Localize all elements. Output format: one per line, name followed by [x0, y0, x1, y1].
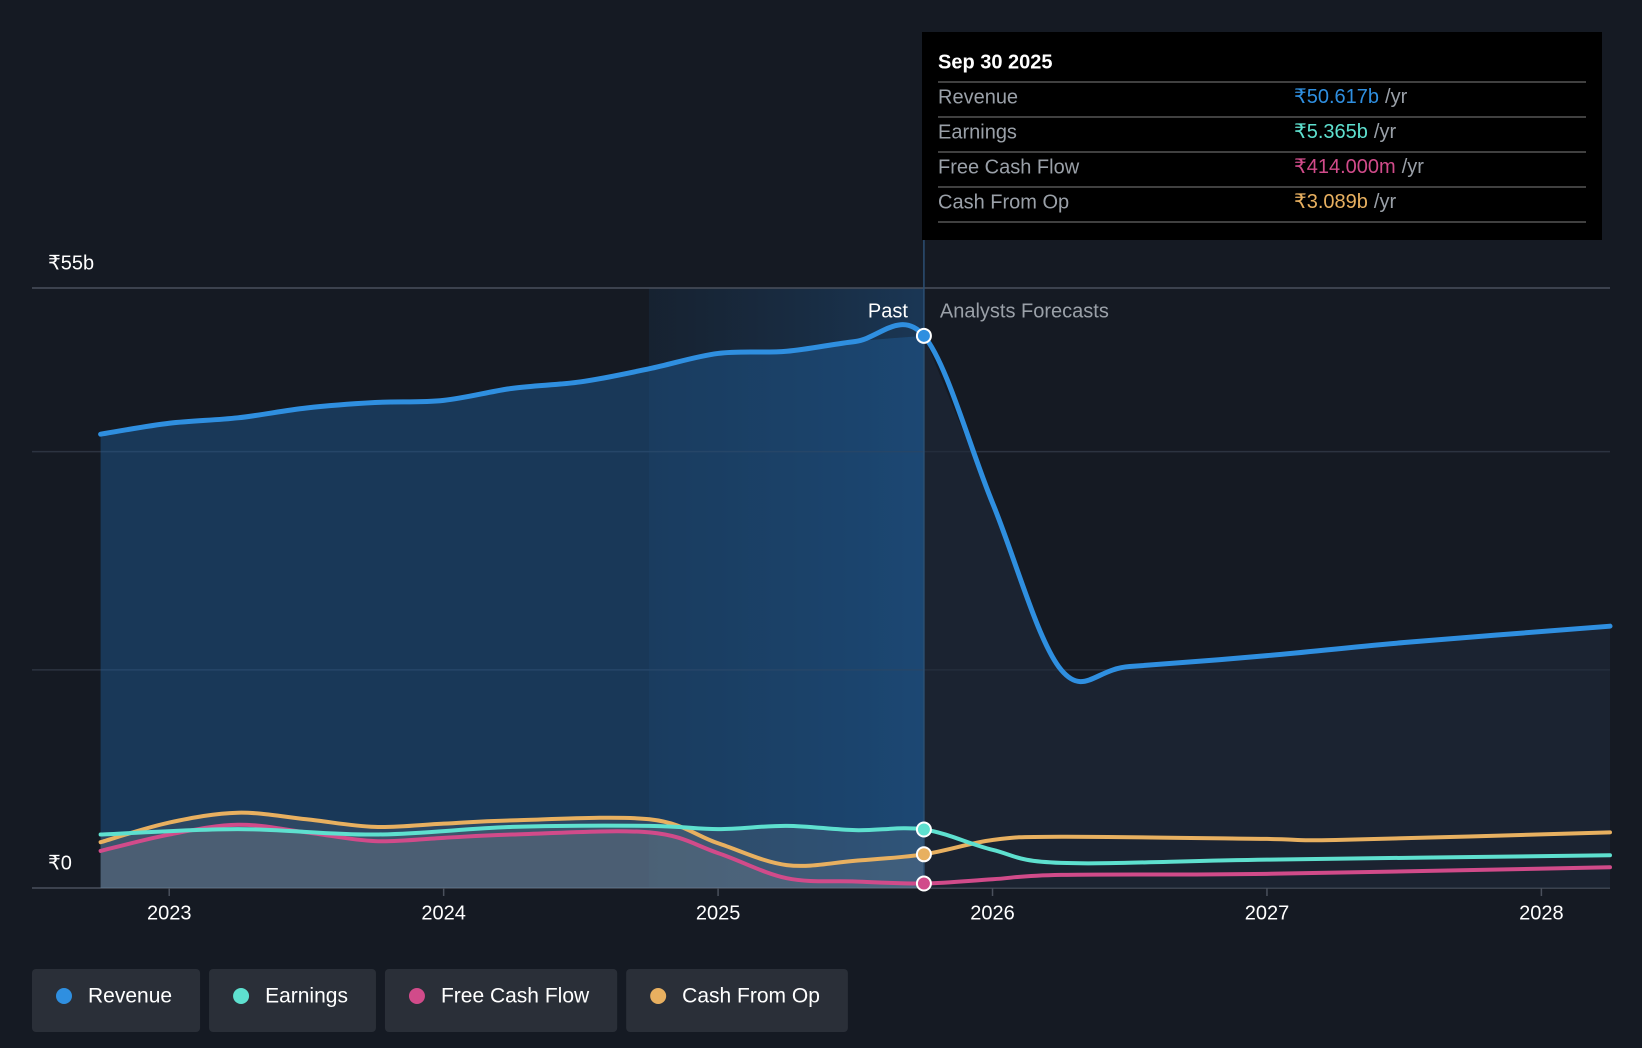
forecast-area: [923, 335, 1610, 888]
tooltip-value-line: ₹5.365b/yr: [1294, 121, 1396, 143]
tooltip-label: Revenue: [938, 86, 1018, 108]
tooltip-unit: /yr: [1374, 191, 1397, 213]
legend-item[interactable]: Cash From Op: [626, 969, 848, 1032]
tooltip-value-line: ₹3.089b/yr: [1294, 191, 1396, 213]
legend-swatch: [650, 988, 667, 1004]
x-tick-label: 2027: [1245, 902, 1290, 924]
tooltip-value: ₹3.089b: [1294, 191, 1368, 213]
legend-item[interactable]: Free Cash Flow: [384, 969, 618, 1032]
x-tick-label: 2028: [1519, 902, 1564, 924]
legend-item[interactable]: Revenue: [32, 969, 201, 1032]
x-tick-label: 2024: [421, 902, 466, 924]
tooltip-label: Free Cash Flow: [938, 156, 1080, 178]
plot-area: ₹0 ₹55b 2023 2024 2025 2026 2027 2028 Past Analys…: [32, 240, 1613, 924]
past-highlight: [648, 288, 924, 888]
legend-box: [384, 969, 618, 1032]
past-area: [100, 335, 924, 888]
tooltip-value: ₹50.617b: [1294, 86, 1379, 108]
legend-label: Earnings: [265, 985, 348, 1008]
tooltip-label: Cash From Op: [938, 191, 1069, 213]
x-tick-label: 2025: [696, 902, 741, 924]
legend-box: [209, 969, 376, 1032]
legend-swatch: [233, 988, 250, 1004]
legend-swatch: [408, 988, 425, 1004]
y-tick-label: ₹0: [48, 852, 72, 874]
point-marker: [915, 821, 932, 838]
y-tick-label: ₹55b: [48, 252, 94, 274]
legend-swatch: [56, 988, 72, 1004]
x-tick-label: 2023: [147, 902, 192, 924]
tooltip-label: Earnings: [938, 121, 1017, 143]
legend-label: Free Cash Flow: [441, 985, 590, 1008]
series-line: [98, 823, 1612, 866]
tooltip-value-line: ₹50.617b/yr: [1294, 86, 1408, 108]
tooltip-value: ₹5.365b: [1294, 121, 1368, 143]
tooltip-value: ₹414.000m: [1294, 156, 1396, 178]
tooltip-unit: /yr: [1402, 156, 1425, 178]
point-marker: [915, 846, 932, 863]
tooltip: Sep 30 2025 Revenue ₹50.617b/yr Earnings ₹5.…: [922, 32, 1602, 240]
legend-item[interactable]: Earnings: [209, 969, 376, 1032]
tooltip-value-line: ₹414.000m/yr: [1294, 156, 1424, 178]
legend-label: Revenue: [88, 985, 172, 1008]
legend-box: [626, 969, 848, 1032]
x-tick-label: 2026: [970, 902, 1015, 924]
tooltip-title: Sep 30 2025: [938, 51, 1053, 73]
past-label: Past: [868, 300, 908, 322]
forecast-label: Analysts Forecasts: [940, 300, 1109, 322]
series-line: [98, 322, 1613, 684]
point-marker: [915, 875, 932, 892]
legend-label: Cash From Op: [682, 985, 820, 1008]
past-area: [100, 824, 924, 888]
point-marker: [915, 327, 932, 344]
tooltip-box: [922, 32, 1602, 240]
series-line: [98, 810, 1612, 868]
tooltip-unit: /yr: [1374, 121, 1397, 143]
legend: Revenue Earnings Free Cash Flow Cash From O…: [32, 969, 848, 1032]
legend-box: [32, 969, 201, 1032]
tooltip-unit: /yr: [1385, 86, 1408, 108]
